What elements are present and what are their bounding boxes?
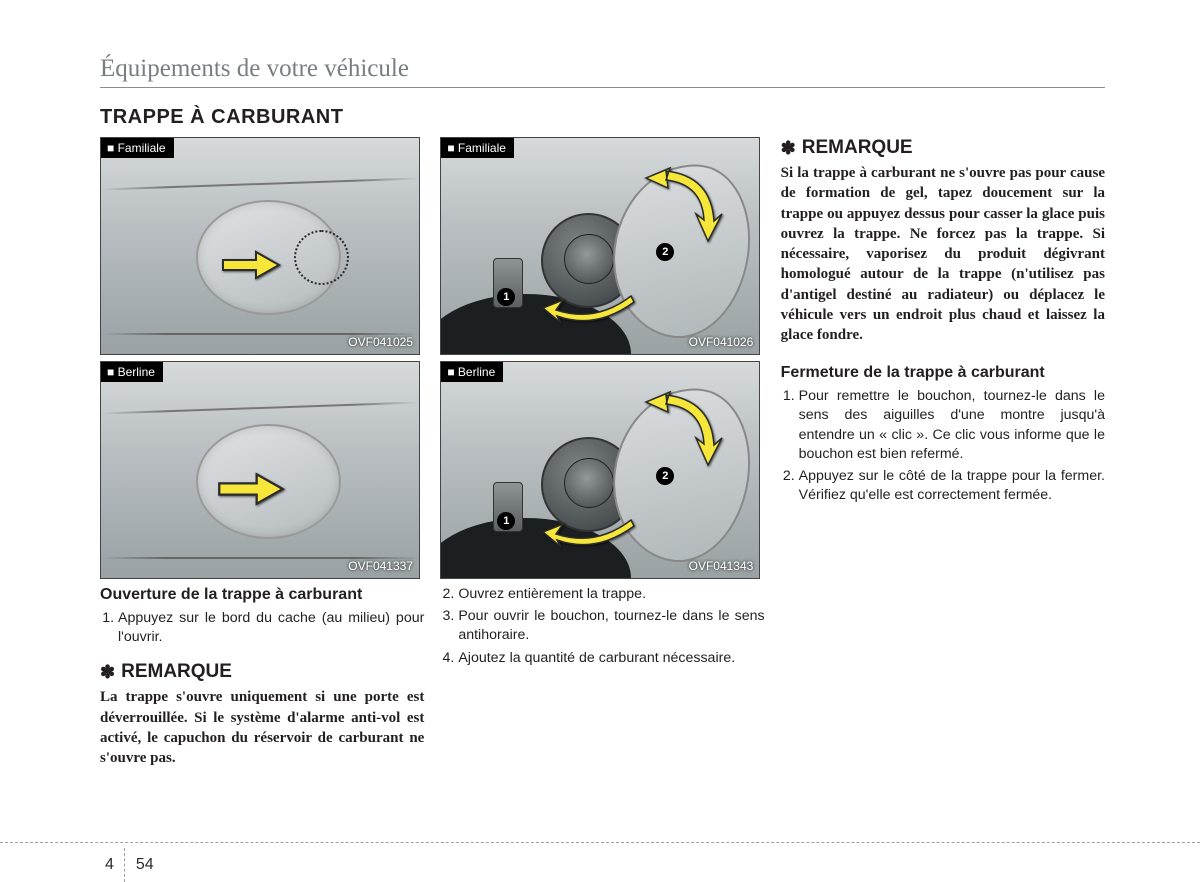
- curve-arrow-icon: [626, 390, 726, 470]
- step-item: Appuyez sur le bord du cache (au milieu)…: [118, 609, 424, 647]
- step-item: Ajoutez la quantité de carburant nécessa…: [458, 649, 764, 668]
- figure-berline-open: 1 2 ■ Berline OVF041343: [440, 361, 760, 579]
- figure-code: OVF041026: [689, 335, 754, 349]
- figure-familiale-open: 1 2 ■ Familiale OVF041026: [440, 137, 760, 355]
- column-1: ■ Familiale OVF041025 ■ Berline OVF04133…: [100, 137, 424, 768]
- notice-label: REMARQUE: [802, 137, 913, 159]
- curve-arrow-icon: [541, 512, 636, 552]
- column-2: 1 2 ■ Familiale OVF041026 1 2: [440, 137, 764, 768]
- step-item: Pour ouvrir le bouchon, tournez-le dans …: [458, 607, 764, 645]
- press-target-indicator: [294, 230, 349, 285]
- page-footer: 4 54: [0, 842, 1200, 843]
- notice-label: REMARQUE: [121, 661, 232, 683]
- notice-body: Si la trappe à carburant ne s'ouvre pas …: [781, 163, 1105, 345]
- curve-arrow-icon: [541, 288, 636, 328]
- steps-close: Pour remettre le bouchon, tournez-le dan…: [781, 387, 1105, 505]
- page-title: TRAPPE À CARBURANT: [100, 106, 1105, 129]
- notice-heading: ✽ REMARQUE: [781, 137, 1105, 159]
- subheading-open: Ouverture de la trappe à carburant: [100, 585, 424, 605]
- chapter-number: 4: [105, 856, 114, 873]
- step-item: Ouvrez entièrement la trappe.: [458, 585, 764, 604]
- figure-code: OVF041337: [348, 559, 413, 573]
- notice-heading: ✽ REMARQUE: [100, 661, 424, 683]
- figure-tag: ■ Berline: [441, 362, 503, 382]
- figure-familiale-closed: ■ Familiale OVF041025: [100, 137, 420, 355]
- column-3: ✽ REMARQUE Si la trappe à carburant ne s…: [781, 137, 1105, 768]
- notice-body: La trappe s'ouvre uniquement si une port…: [100, 687, 424, 768]
- figure-tag: ■ Familiale: [441, 138, 514, 158]
- page-number: 54: [136, 856, 154, 873]
- folio-separator-icon: [124, 848, 125, 882]
- chapter-title: Équipements de votre véhicule: [100, 55, 1105, 88]
- notice-star-icon: ✽: [781, 138, 796, 159]
- page-folio: 4 54: [105, 848, 154, 882]
- step-item: Appuyez sur le côté de la trappe pour la…: [799, 467, 1105, 505]
- subheading-close: Fermeture de la trappe à carburant: [781, 363, 1105, 383]
- figure-code: OVF041343: [689, 559, 754, 573]
- step-item: Pour remettre le bouchon, tournez-le dan…: [799, 387, 1105, 464]
- figure-tag: ■ Berline: [101, 362, 163, 382]
- arrow-right-icon: [216, 472, 276, 502]
- figure-tag: ■ Familiale: [101, 138, 174, 158]
- steps-open-cont: Ouvrez entièrement la trappe. Pour ouvri…: [440, 585, 764, 668]
- figure-berline-closed: ■ Berline OVF041337: [100, 361, 420, 579]
- figure-code: OVF041025: [348, 335, 413, 349]
- arrow-right-icon: [221, 250, 281, 280]
- notice-star-icon: ✽: [100, 662, 115, 683]
- curve-arrow-icon: [626, 166, 726, 246]
- steps-open: Appuyez sur le bord du cache (au milieu)…: [100, 609, 424, 647]
